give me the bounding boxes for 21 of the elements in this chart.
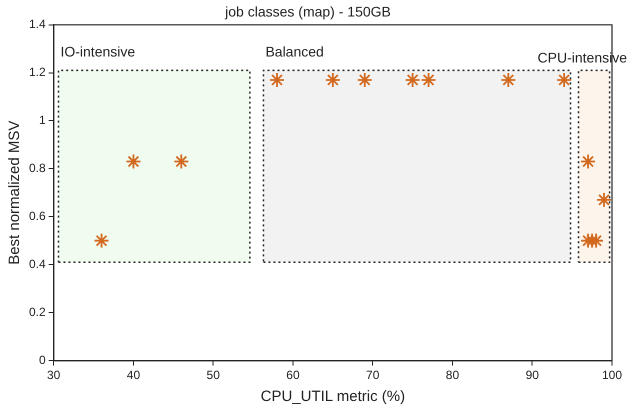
x-tick-label: 60 (286, 368, 300, 382)
x-tick-label: 70 (366, 368, 380, 382)
x-tick-label: 90 (526, 368, 540, 382)
y-tick-label: 1.4 (28, 17, 46, 32)
y-tick-label: 0 (38, 352, 46, 367)
x-tick-label: 30 (47, 368, 61, 382)
x-axis-title: CPU_UTIL metric (%) (260, 388, 406, 406)
y-tick-label: 0.6 (28, 209, 46, 223)
y-axis-title: Best normalized MSV (6, 120, 24, 265)
y-tick-label: 1.2 (28, 65, 46, 80)
y-tick-label: 1 (38, 113, 46, 128)
x-tick-label: 80 (446, 368, 460, 382)
y-tick-label: 0.8 (28, 161, 46, 176)
x-tick-label: 40 (126, 368, 140, 382)
annotation: IO-intensive (60, 43, 136, 60)
x-tick-label: 50 (206, 368, 220, 382)
chart-title: job classes (map) - 150GB (224, 3, 391, 20)
x-tick-label: 100 (602, 368, 622, 382)
y-tick-label: 0.4 (28, 256, 46, 271)
annotation: Balanced (265, 43, 324, 60)
y-tick-label: 0.2 (28, 304, 46, 319)
